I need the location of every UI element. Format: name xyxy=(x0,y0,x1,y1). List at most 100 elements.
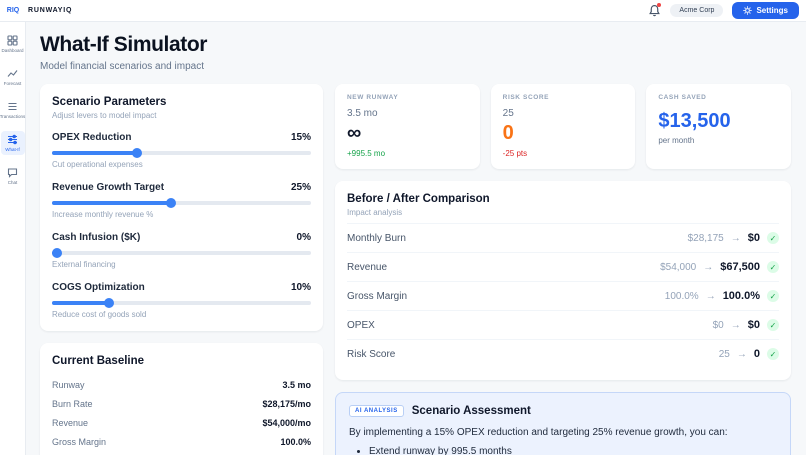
baseline-value: $54,000/mo xyxy=(262,417,311,428)
baseline-value: 100.0% xyxy=(280,436,311,447)
baseline-label: Runway xyxy=(52,379,85,390)
slider-fill xyxy=(52,198,177,208)
param-value: 25% xyxy=(290,182,311,193)
metric-label: Risk Score xyxy=(347,348,396,360)
baseline-row: Burn Rate $28,175/mo xyxy=(52,394,311,413)
before-value: $0 xyxy=(712,319,724,331)
stat-delta: +995.5 mo xyxy=(347,149,386,158)
opex-reduction-slider[interactable] xyxy=(52,148,311,158)
baseline-value: $28,175/mo xyxy=(262,398,311,409)
sidebar-item-label: Chat xyxy=(7,180,18,185)
check-icon: ✓ xyxy=(767,319,779,331)
arrow-icon: → xyxy=(730,319,741,331)
slider-thumb[interactable] xyxy=(166,198,177,208)
check-icon: ✓ xyxy=(767,261,779,273)
stat-sub-label: per month xyxy=(658,136,695,145)
assessment-bullet: Extend runway by 995.5 months xyxy=(369,446,777,455)
baseline-row: Gross Margin 100.0% xyxy=(52,432,311,451)
page-subtitle: Model financial scenarios and impact xyxy=(40,61,204,72)
sidebar-item-label: Dashboard xyxy=(1,48,24,53)
scenario-parameters-card: Scenario Parameters Adjust levers to mod… xyxy=(40,84,323,331)
baseline-label: Burn Rate xyxy=(52,398,93,409)
before-value: 25 xyxy=(718,348,730,360)
slider-thumb[interactable] xyxy=(132,148,143,158)
stat-value: ∞ xyxy=(347,122,362,144)
brand-name: RUNWAYIQ xyxy=(28,7,73,14)
after-value: 100.0% xyxy=(722,290,760,302)
card-title: Before / After Comparison xyxy=(347,193,490,205)
main-content: What-If Simulator Model financial scenar… xyxy=(26,22,806,455)
baseline-label: Revenue xyxy=(52,417,89,428)
revenue-growth-slider[interactable] xyxy=(52,198,311,208)
param-label: Revenue Growth Target xyxy=(52,182,165,193)
check-icon: ✓ xyxy=(767,290,779,302)
assessment-title: Scenario Assessment xyxy=(411,405,531,417)
sidebar-item-transactions[interactable]: Transactions xyxy=(0,98,25,122)
param-label: COGS Optimization xyxy=(52,282,145,293)
baseline-row: Revenue $54,000/mo xyxy=(52,413,311,432)
comparison-row-monthly-burn: Monthly Burn $28,175 → $0 ✓ xyxy=(347,223,779,252)
check-icon: ✓ xyxy=(767,348,779,360)
app-logo: RIQ xyxy=(6,7,20,14)
check-icon: ✓ xyxy=(767,232,779,244)
page-title: What-If Simulator xyxy=(40,33,208,56)
stat-value: 0 xyxy=(502,122,514,144)
sliders-icon xyxy=(7,134,18,145)
ai-analysis-badge: AI ANALYSIS xyxy=(349,405,404,417)
card-subtitle: Adjust levers to model impact xyxy=(52,111,157,120)
before-value: $54,000 xyxy=(660,261,697,273)
cash-infusion-slider[interactable] xyxy=(52,248,311,258)
comparison-row-opex: OPEX $0 → $0 ✓ xyxy=(347,310,779,339)
transactions-list-icon xyxy=(7,101,18,112)
notification-bell-icon[interactable] xyxy=(648,3,662,17)
after-value: $0 xyxy=(747,319,760,331)
sidebar-item-forecast[interactable]: Forecast xyxy=(1,65,25,89)
param-label: OPEX Reduction xyxy=(52,132,132,143)
parameter-cash-infusion: Cash Infusion ($K) 0% External financing xyxy=(52,232,311,269)
slider-fill xyxy=(52,298,114,308)
stat-value: $13,500 xyxy=(658,110,731,132)
slider-thumb[interactable] xyxy=(52,248,63,258)
metric-label: Monthly Burn xyxy=(347,232,406,244)
company-selector[interactable]: Acme Corp xyxy=(670,4,724,17)
metric-label: OPEX xyxy=(347,319,375,331)
stat-label: RISK SCORE xyxy=(502,94,550,101)
sidebar-item-label: Forecast xyxy=(3,81,22,86)
stat-card-risk-score: RISK SCORE 25 0 -25 pts xyxy=(490,84,636,169)
current-baseline-card: Current Baseline Runway 3.5 mo Burn Rate… xyxy=(40,343,323,455)
stat-delta: -25 pts xyxy=(502,149,528,158)
arrow-icon: → xyxy=(736,348,747,360)
comparison-row-gross-margin: Gross Margin 100.0% → 100.0% ✓ xyxy=(347,281,779,310)
arrow-icon: → xyxy=(703,261,714,273)
slider-fill xyxy=(52,148,143,158)
param-label: Cash Infusion ($K) xyxy=(52,232,141,243)
parameter-cogs-optimization: COGS Optimization 10% Reduce cost of goo… xyxy=(52,282,311,319)
stat-previous-value: 3.5 mo xyxy=(347,108,378,119)
baseline-label: Gross Margin xyxy=(52,436,107,447)
param-value: 10% xyxy=(290,282,311,293)
stat-label: CASH SAVED xyxy=(658,94,707,101)
param-description: Reduce cost of goods sold xyxy=(52,310,147,319)
comparison-row-revenue: Revenue $54,000 → $67,500 ✓ xyxy=(347,252,779,281)
after-value: $67,500 xyxy=(720,261,760,273)
baseline-row: Runway 3.5 mo xyxy=(52,375,311,394)
sidebar-item-chat[interactable]: Chat xyxy=(1,164,25,188)
notification-dot xyxy=(657,3,662,7)
sidebar-item-what-if[interactable]: What-If xyxy=(0,131,25,155)
settings-label: Settings xyxy=(756,6,788,15)
cogs-optimization-slider[interactable] xyxy=(52,298,311,308)
settings-button[interactable]: Settings xyxy=(732,2,799,19)
before-value: 100.0% xyxy=(664,290,699,302)
slider-thumb[interactable] xyxy=(103,298,114,308)
card-title: Scenario Parameters xyxy=(52,96,167,108)
after-value: 0 xyxy=(753,348,760,360)
scenario-assessment-card: AI ANALYSIS Scenario Assessment By imple… xyxy=(335,392,791,455)
card-subtitle: Impact analysis xyxy=(347,208,403,217)
sidebar-item-dashboard[interactable]: Dashboard xyxy=(1,32,25,56)
param-value: 15% xyxy=(290,132,311,143)
chat-bubble-icon xyxy=(7,167,18,178)
baseline-value: 3.5 mo xyxy=(282,379,311,390)
stat-label: NEW RUNWAY xyxy=(347,94,399,101)
param-description: External financing xyxy=(52,260,116,269)
metric-label: Revenue xyxy=(347,261,388,273)
